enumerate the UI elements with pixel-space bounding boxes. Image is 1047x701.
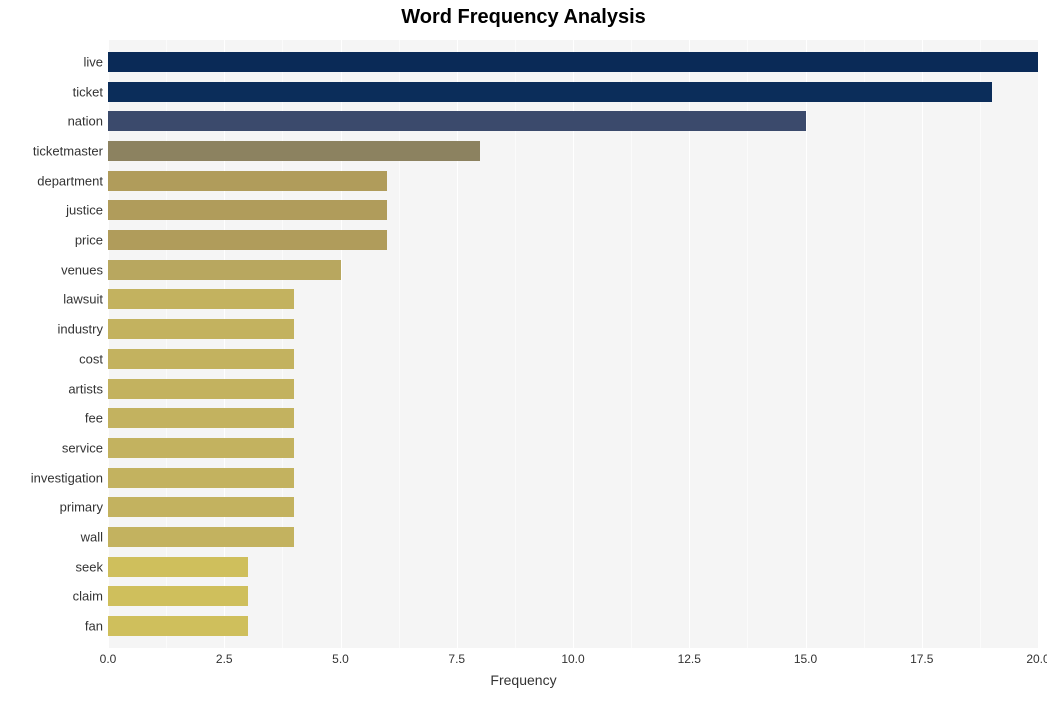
bar-row bbox=[108, 616, 248, 636]
y-tick-label: fee bbox=[85, 411, 103, 426]
bar-row bbox=[108, 230, 387, 250]
y-tick-label: claim bbox=[73, 589, 103, 604]
y-tick-label: lawsuit bbox=[63, 292, 103, 307]
x-tick-label: 15.0 bbox=[794, 652, 817, 666]
bar bbox=[108, 379, 294, 399]
x-tick-label: 20.0 bbox=[1026, 652, 1047, 666]
bar-row bbox=[108, 527, 294, 547]
y-tick-label: service bbox=[62, 440, 103, 455]
bar bbox=[108, 527, 294, 547]
bar bbox=[108, 586, 248, 606]
bar-row bbox=[108, 438, 294, 458]
bar-row bbox=[108, 260, 341, 280]
bar bbox=[108, 171, 387, 191]
bar-row bbox=[108, 586, 248, 606]
bar-row bbox=[108, 349, 294, 369]
bar-row bbox=[108, 82, 992, 102]
bar bbox=[108, 349, 294, 369]
bar bbox=[108, 111, 806, 131]
bar-row bbox=[108, 289, 294, 309]
y-tick-label: venues bbox=[61, 262, 103, 277]
y-tick-label: live bbox=[83, 55, 103, 70]
bar-row bbox=[108, 408, 294, 428]
y-tick-label: price bbox=[75, 233, 103, 248]
bar-row bbox=[108, 200, 387, 220]
bar-row bbox=[108, 319, 294, 339]
gridline bbox=[922, 40, 923, 648]
y-tick-label: nation bbox=[68, 114, 103, 129]
x-tick-label: 0.0 bbox=[100, 652, 117, 666]
bar bbox=[108, 260, 341, 280]
bar bbox=[108, 557, 248, 577]
bar-row bbox=[108, 141, 480, 161]
x-tick-label: 5.0 bbox=[332, 652, 349, 666]
bar bbox=[108, 468, 294, 488]
bar bbox=[108, 200, 387, 220]
gridline bbox=[806, 40, 807, 648]
bar bbox=[108, 230, 387, 250]
bar-row bbox=[108, 171, 387, 191]
bar-row bbox=[108, 557, 248, 577]
y-tick-label: fan bbox=[85, 619, 103, 634]
x-tick-label: 10.0 bbox=[561, 652, 584, 666]
y-tick-label: artists bbox=[68, 381, 103, 396]
bar bbox=[108, 82, 992, 102]
bar bbox=[108, 52, 1038, 72]
x-axis-label: Frequency bbox=[0, 672, 1047, 688]
x-tick-label: 2.5 bbox=[216, 652, 233, 666]
y-tick-label: industry bbox=[57, 322, 103, 337]
bar bbox=[108, 141, 480, 161]
bar-row bbox=[108, 468, 294, 488]
chart-title: Word Frequency Analysis bbox=[0, 6, 1047, 29]
y-tick-label: cost bbox=[79, 351, 103, 366]
bar bbox=[108, 319, 294, 339]
x-tick-label: 17.5 bbox=[910, 652, 933, 666]
y-tick-label: wall bbox=[81, 529, 103, 544]
x-tick-label: 7.5 bbox=[448, 652, 465, 666]
y-tick-label: justice bbox=[66, 203, 103, 218]
bar-row bbox=[108, 379, 294, 399]
bar-row bbox=[108, 497, 294, 517]
bar-row bbox=[108, 111, 806, 131]
y-tick-label: primary bbox=[60, 500, 103, 515]
plot-area bbox=[108, 40, 1038, 648]
y-tick-label: department bbox=[37, 173, 103, 188]
bar bbox=[108, 438, 294, 458]
bar bbox=[108, 408, 294, 428]
y-tick-label: investigation bbox=[31, 470, 103, 485]
y-tick-label: seek bbox=[76, 559, 103, 574]
y-tick-label: ticket bbox=[73, 84, 103, 99]
x-tick-label: 12.5 bbox=[678, 652, 701, 666]
bar bbox=[108, 289, 294, 309]
y-tick-label: ticketmaster bbox=[33, 144, 103, 159]
chart-container: Word Frequency Analysis Frequency 0.0 2.5… bbox=[0, 0, 1047, 701]
bar bbox=[108, 616, 248, 636]
gridline bbox=[1038, 40, 1039, 648]
minor-gridline bbox=[980, 40, 981, 648]
bar-row bbox=[108, 52, 1038, 72]
minor-gridline bbox=[864, 40, 865, 648]
bar bbox=[108, 497, 294, 517]
